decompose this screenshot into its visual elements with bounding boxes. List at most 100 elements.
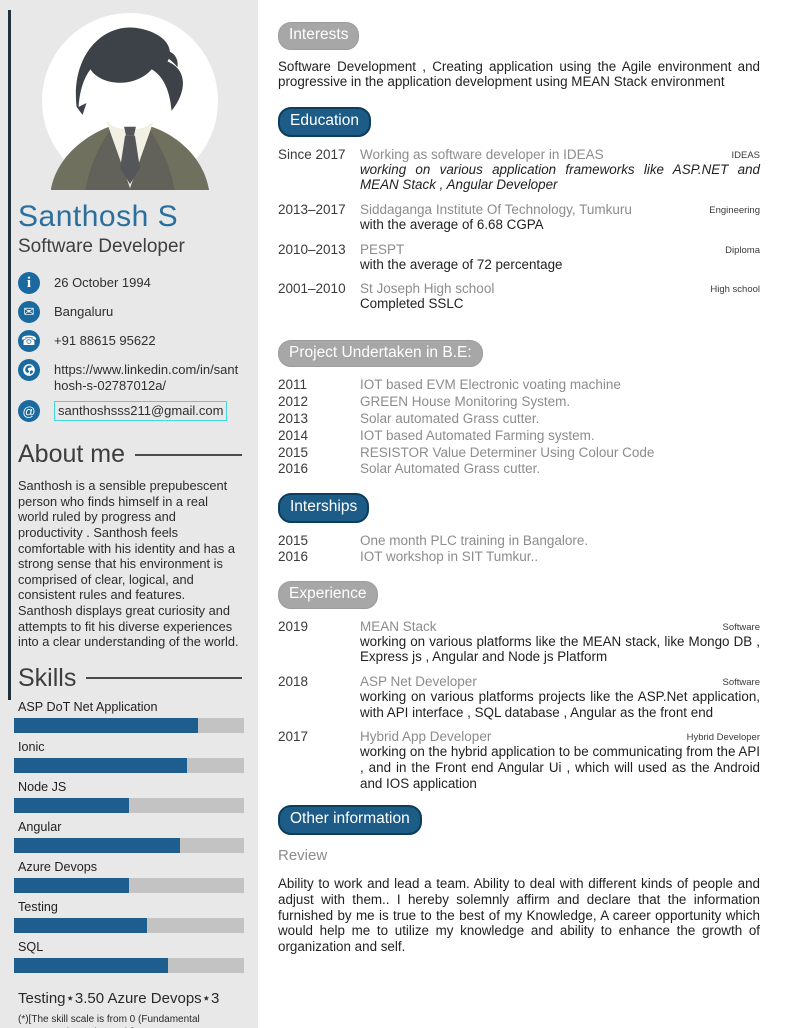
entry-title: Hybrid App Developer [360,729,492,745]
project-row: 2011 IOT based EVM Electronic voating ma… [278,377,760,393]
interests-badge: Interests [278,22,360,50]
entry-date: Since 2017 [278,146,346,162]
contact-birthdate: i 26 October 1994 [18,272,242,294]
skill-bar [14,917,244,933]
avatar [41,12,219,190]
skill-label: Azure Devops [18,859,98,874]
entry-detail: with the average of 6.68 CGPA [360,216,544,232]
interests-text: Software Development , Creating applicat… [278,58,760,90]
education-entry: 2010–2013 PESPT Diploma with the average… [278,242,760,273]
birthdate-text: 26 October 1994 [54,275,151,290]
internship-row: 2015 One month PLC training in Bangalore… [278,533,760,549]
entry-title: ASP Net Developer [360,674,477,690]
entry-date: 2019 [278,618,309,634]
entry-date: 2001–2010 [278,281,346,297]
skill-label: Ionic [18,739,45,754]
sidebar: Santhosh S Software Developer i 26 Octob… [0,0,258,1028]
contact-list: i 26 October 1994 ✉ Bangaluru ☎ +91 8861… [18,272,242,423]
entry-date: 2017 [278,729,309,745]
skill-bar [14,837,244,853]
about-me-text: Santhosh is a sensible prepubescent pers… [18,478,239,650]
project-year: 2014 [278,427,309,443]
entry-title: St Joseph High school [360,281,495,297]
skill-item: Angular [14,819,244,853]
contact-email: @ santhoshsss211@gmail.com [18,400,242,423]
education-badge: Education [278,107,371,137]
contact-linkedin: https://www.linkedin.com/in/santhosh-s-0… [18,359,242,393]
person-title: Software Developer [18,236,185,257]
skill-item: Azure Devops [14,859,244,893]
project-year: 2012 [278,394,309,410]
internship-year: 2015 [278,532,309,548]
skill-bar-fill [14,917,148,933]
entry-tag: Hybrid Developer [686,732,760,744]
skill-bar-fill [14,957,169,973]
entry-detail: with the average of 72 percentage [360,256,563,272]
skill-bar [14,877,244,893]
skill-bar-fill [14,757,187,773]
skill-bar-fill [14,717,198,733]
skills-heading: Skills [18,664,242,693]
skill-label: ASP DoT Net Application [18,699,158,714]
entry-detail: working on various platforms projects li… [360,689,760,720]
skill-summary: Testing⋆3.50 Azure Devops⋆3 [18,989,220,1007]
entry-title: PESPT [360,241,405,257]
skills-title: Skills [18,663,77,692]
envelope-icon: ✉ [18,301,40,323]
entry-detail: working on various platforms like the ME… [360,633,760,665]
project-text: IOT based Automated Farming system. [360,427,595,443]
section-other-information: Other information Review Ability to work… [278,805,760,955]
projects-badge: Project Undertaken in B.E: [278,339,483,368]
entry-tag: IDEAS [731,149,760,161]
education-entry: 2001–2010 St Joseph High school High sch… [278,281,760,312]
entry-tag: Diploma [725,244,760,256]
entry-tag: Software [722,621,761,633]
skills-rule [86,677,242,680]
skill-item: Testing [14,900,244,933]
project-text: RESISTOR Value Determiner Using Colour C… [360,444,655,460]
skill-bar-fill [14,797,129,813]
skill-bar-fill [14,837,180,853]
entry-date: 2018 [278,674,309,690]
section-projects: Project Undertaken in B.E: 2011 IOT base… [278,339,760,477]
project-year: 2011 [278,377,308,393]
project-row: 2012 GREEN House Monitoring System. [278,394,760,410]
person-name: Santhosh S [18,200,179,233]
info-icon: i [18,272,40,294]
entry-tag: Engineering [709,204,760,216]
internship-year: 2016 [278,549,309,565]
internship-text: IOT workshop in SIT Tumkur.. [360,549,539,565]
project-row: 2015 RESISTOR Value Determiner Using Col… [278,445,760,461]
skill-label: SQL [18,939,44,954]
skill-bar [14,717,244,733]
skill-bar [14,957,244,973]
email-link[interactable]: santhoshsss211@gmail.com [54,401,228,421]
project-text: Solar automated Grass cutter. [360,411,540,427]
skills-list: ASP DoT Net Application Ionic Node JS An… [14,699,244,973]
skill-scale-note: (*)[The skill scale is from 0 (Fundament… [18,1013,200,1028]
phone-icon: ☎ [18,330,40,352]
entry-detail: working on various application framework… [360,161,760,193]
entry-title: Siddaganga Institute Of Technology, Tumk… [360,201,632,217]
project-row: 2014 IOT based Automated Farming system. [278,428,760,444]
entry-title: MEAN Stack [360,618,437,634]
skill-item: Node JS [14,780,244,813]
globe-icon [18,359,40,381]
internship-row: 2016 IOT workshop in SIT Tumkur.. [278,549,760,565]
entry-date: 2010–2013 [278,241,346,257]
project-row: 2013 Solar automated Grass cutter. [278,411,760,427]
skill-item: Ionic [14,739,244,773]
linkedin-link[interactable]: https://www.linkedin.com/in/santhosh-s-0… [54,362,239,393]
project-year: 2015 [278,444,309,460]
entry-detail: working on the hybrid application to be … [360,744,760,791]
review-subheading: Review [278,846,328,864]
review-text: Ability to work and lead a team. Ability… [278,875,760,955]
skill-label: Angular [18,819,62,834]
phone-text: +91 88615 95622 [54,333,156,348]
about-me-title: About me [18,440,126,469]
skill-item: SQL [14,939,244,973]
at-icon: @ [18,400,40,423]
project-year: 2013 [278,411,309,427]
about-me-heading: About me [18,440,242,469]
